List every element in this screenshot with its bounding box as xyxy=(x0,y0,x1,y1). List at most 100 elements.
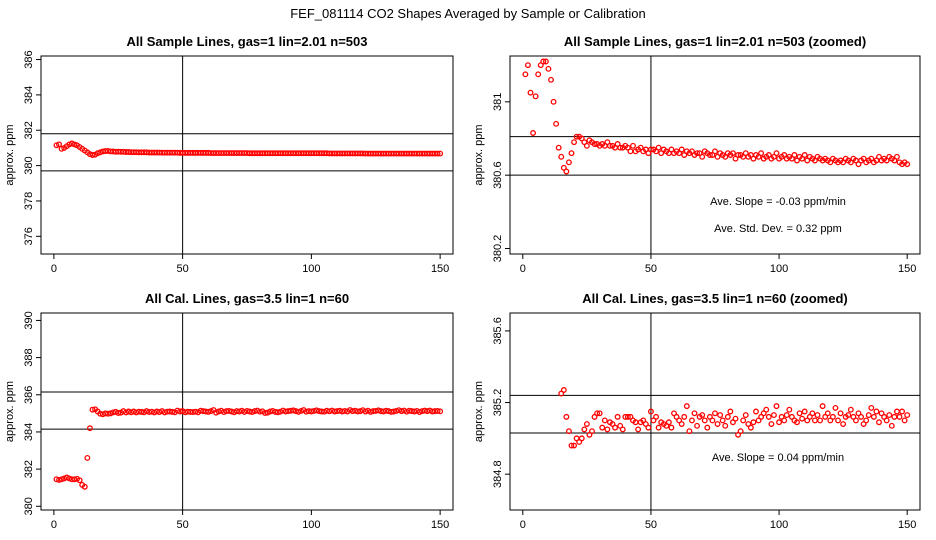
data-point xyxy=(768,421,775,427)
data-point xyxy=(542,58,549,65)
data-point xyxy=(581,426,588,433)
data-point xyxy=(837,410,844,417)
data-point xyxy=(388,408,395,415)
y-tick-label: 376 xyxy=(23,227,35,245)
data-point xyxy=(548,76,554,83)
data-point xyxy=(714,421,721,427)
data-point xyxy=(722,422,729,429)
y-tick-label: 385.6 xyxy=(492,317,504,345)
x-tick-label: 150 xyxy=(898,519,916,531)
data-point xyxy=(701,417,708,424)
data-point xyxy=(655,424,662,431)
data-point xyxy=(635,426,642,433)
data-point xyxy=(694,150,701,157)
data-point xyxy=(568,150,575,157)
data-point xyxy=(341,407,348,414)
data-point xyxy=(688,417,695,424)
x-tick-label: 150 xyxy=(431,263,449,275)
chart-panel-3: All Cal. Lines, gas=3.5 lin=1 n=60 0 50 100… xyxy=(4,291,454,531)
data-point xyxy=(737,428,744,435)
y-tick-label: 386 xyxy=(23,386,35,404)
data-point xyxy=(545,65,552,72)
data-point xyxy=(624,413,631,420)
data-point xyxy=(560,387,567,393)
data-point xyxy=(873,408,880,415)
data-point xyxy=(571,442,578,449)
data-point xyxy=(565,428,572,435)
data-point xyxy=(89,406,96,413)
data-point xyxy=(606,142,613,149)
y-tick-label: 378 xyxy=(23,192,35,210)
y-tick-label: 388 xyxy=(23,348,35,366)
data-point xyxy=(765,413,772,420)
data-point xyxy=(717,412,724,419)
data-point xyxy=(589,428,595,435)
data-point xyxy=(226,407,232,414)
data-point xyxy=(747,424,754,431)
y-tick-label: 380.6 xyxy=(492,161,504,189)
data-point xyxy=(683,403,690,410)
data-point xyxy=(653,413,660,420)
data-point xyxy=(244,407,250,414)
data-point xyxy=(583,421,590,427)
data-point xyxy=(583,142,590,149)
data-point xyxy=(104,410,111,417)
plot-frame xyxy=(509,55,921,255)
data-point xyxy=(781,417,788,424)
data-point xyxy=(563,168,570,175)
y-axis-label: approx. ppm xyxy=(4,381,16,442)
data-point xyxy=(81,483,88,490)
data-point xyxy=(553,120,560,127)
data-point xyxy=(530,130,537,136)
data-point xyxy=(829,413,836,420)
data-point xyxy=(886,412,893,419)
data-point xyxy=(904,161,911,168)
data-point xyxy=(783,412,790,419)
data-point xyxy=(709,417,716,424)
data-point xyxy=(86,425,93,432)
x-tick-label: 150 xyxy=(431,519,449,531)
data-point xyxy=(742,412,749,419)
data-point xyxy=(627,148,634,155)
data-point xyxy=(858,413,865,420)
data-point xyxy=(904,412,911,419)
data-point xyxy=(262,410,268,416)
data-point xyxy=(71,476,78,483)
panel-title: All Cal. Lines, gas=3.5 lin=1 n=60 xyxy=(145,291,349,306)
data-point xyxy=(819,403,826,410)
panel-title: All Sample Lines, gas=1 lin=2.01 n=503 xyxy=(127,34,368,49)
data-point xyxy=(809,410,816,417)
data-point xyxy=(596,410,603,417)
x-tick-label: 50 xyxy=(645,519,657,531)
data-point xyxy=(840,421,847,427)
data-point xyxy=(434,150,441,157)
data-point xyxy=(770,412,777,419)
data-point xyxy=(601,417,608,424)
plot-frame xyxy=(509,312,921,511)
data-point xyxy=(694,422,701,429)
data-point xyxy=(550,98,557,105)
data-point xyxy=(852,417,859,424)
data-point xyxy=(868,404,875,411)
y-axis-label: approx. ppm xyxy=(4,124,16,185)
x-tick-label: 150 xyxy=(898,263,916,275)
data-point xyxy=(115,410,122,416)
data-point xyxy=(535,71,542,78)
data-point xyxy=(811,417,818,424)
data-point xyxy=(274,409,281,416)
chart-panel-1: All Sample Lines, gas=1 lin=2.01 n=503 0 5… xyxy=(4,34,454,275)
data-point xyxy=(354,408,361,415)
data-point xyxy=(568,442,575,449)
y-tick-label: 380 xyxy=(23,156,35,174)
data-point xyxy=(290,407,297,414)
data-point xyxy=(835,417,841,424)
data-point xyxy=(56,141,62,148)
data-point xyxy=(594,410,601,417)
y-tick-label: 380 xyxy=(23,497,35,515)
y-tick-label: 390 xyxy=(23,311,35,329)
x-tick-label: 0 xyxy=(520,519,526,531)
data-point xyxy=(655,144,662,151)
data-point xyxy=(901,417,908,424)
data-point xyxy=(699,153,706,160)
plot-frame xyxy=(40,312,454,511)
